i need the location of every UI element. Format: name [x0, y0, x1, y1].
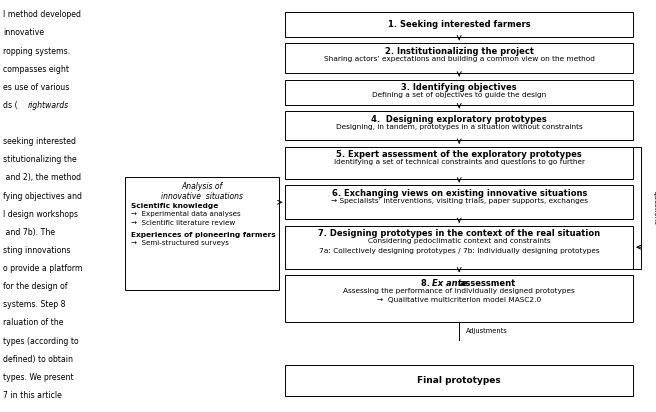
Text: and 2), the method: and 2), the method — [3, 173, 81, 183]
Bar — [125, 177, 279, 290]
Text: 4.  Designing exploratory prototypes: 4. Designing exploratory prototypes — [371, 115, 547, 124]
Bar — [285, 43, 633, 73]
Text: 3. Identifying objectives: 3. Identifying objectives — [401, 83, 517, 92]
Text: →  Experimental data analyses: → Experimental data analyses — [131, 211, 241, 217]
Text: es use of various: es use of various — [3, 83, 70, 92]
Text: l method developed: l method developed — [3, 10, 81, 19]
Text: and 7b). The: and 7b). The — [3, 228, 55, 237]
Text: seeking interested: seeking interested — [3, 137, 76, 146]
Text: Sharing actors’ expectations and building a common view on the method: Sharing actors’ expectations and buildin… — [324, 56, 594, 62]
Text: →  Semi-structured surveys: → Semi-structured surveys — [131, 240, 229, 246]
Text: compasses eight: compasses eight — [3, 65, 70, 74]
Text: 6. Exchanging views on existing innovative situations: 6. Exchanging views on existing innovati… — [331, 189, 587, 198]
Text: Defining a set of objectives to guide the design: Defining a set of objectives to guide th… — [372, 92, 546, 98]
Text: →  Qualitative multicriterion model MASC2.0: → Qualitative multicriterion model MASC2… — [377, 297, 541, 303]
Text: l design workshops: l design workshops — [3, 210, 78, 219]
Text: innovative  situations: innovative situations — [161, 192, 243, 201]
Text: 1. Seeking interested farmers: 1. Seeking interested farmers — [388, 20, 531, 29]
Bar — [285, 275, 633, 322]
Text: rightwards: rightwards — [28, 101, 70, 110]
Text: Identifying a set of technical constraints and questions to go further: Identifying a set of technical constrain… — [334, 159, 584, 165]
Text: stitutionalizing the: stitutionalizing the — [3, 155, 77, 164]
Text: Adjustments: Adjustments — [466, 328, 508, 334]
Text: innovative: innovative — [3, 28, 45, 37]
Bar — [285, 365, 633, 396]
Text: 7. Designing prototypes in the context of the real situation: 7. Designing prototypes in the context o… — [318, 229, 600, 238]
Text: Analysis of: Analysis of — [181, 182, 222, 191]
Text: 8.: 8. — [421, 279, 433, 288]
Text: for the design of: for the design of — [3, 282, 68, 291]
Text: Ex ante: Ex ante — [432, 279, 467, 288]
Text: 5. Expert assessment of the exploratory prototypes: 5. Expert assessment of the exploratory … — [337, 150, 582, 159]
Text: fying objectives and: fying objectives and — [3, 192, 82, 201]
Text: Final prototypes: Final prototypes — [417, 376, 501, 385]
Bar — [285, 185, 633, 219]
Text: systems. Step 8: systems. Step 8 — [3, 300, 66, 309]
Text: Experiences of pioneering farmers: Experiences of pioneering farmers — [131, 232, 276, 238]
Bar — [285, 12, 633, 37]
Text: →  Scientific literature review: → Scientific literature review — [131, 220, 236, 226]
Text: Assessing the performance of individually designed prototypes: Assessing the performance of individuall… — [343, 288, 575, 294]
Text: ropping systems.: ropping systems. — [3, 47, 71, 56]
Bar — [285, 226, 633, 269]
Text: Scientific knowledge: Scientific knowledge — [131, 203, 218, 209]
Text: raluation of the: raluation of the — [3, 318, 64, 328]
Text: assessment: assessment — [457, 279, 516, 288]
Text: defined) to obtain: defined) to obtain — [3, 355, 73, 364]
Text: → Specialists’ interventions, visiting trials, paper supports, exchanges: → Specialists’ interventions, visiting t… — [331, 198, 588, 204]
Text: Questions: Questions — [653, 190, 656, 225]
Text: 8. Ex ante assessment: 8. Ex ante assessment — [407, 279, 512, 288]
Text: types. We present: types. We present — [3, 373, 74, 382]
Text: 7a: Collectively designing prototypes / 7b: Individually designing prototypes: 7a: Collectively designing prototypes / … — [319, 248, 600, 254]
Text: Considering pedoclimatic context and constraints: Considering pedoclimatic context and con… — [368, 238, 550, 244]
Text: ds (: ds ( — [3, 101, 18, 110]
Text: Designing, in tandem, prototypes in a situation without constraints: Designing, in tandem, prototypes in a si… — [336, 124, 583, 130]
Text: o provide a platform: o provide a platform — [3, 264, 83, 273]
Bar — [285, 111, 633, 140]
Text: 7 in this article: 7 in this article — [3, 391, 62, 400]
Text: types (according to: types (according to — [3, 337, 79, 346]
Bar — [285, 147, 633, 179]
Bar — [285, 80, 633, 105]
Text: sting innovations: sting innovations — [3, 246, 71, 255]
Text: 2. Institutionalizing the project: 2. Institutionalizing the project — [384, 47, 534, 56]
